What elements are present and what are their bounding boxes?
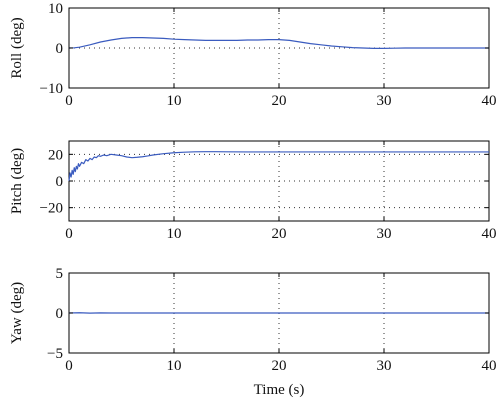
pitch-x-tick-label: 20	[272, 226, 287, 242]
roll-x-tick-label: 30	[377, 93, 392, 109]
yaw-x-tick-label: 20	[272, 358, 287, 374]
roll-y-tick-label: 0	[56, 41, 64, 57]
yaw-panel: 0 10 20 30 40 50−5 Yaw (deg)	[9, 266, 497, 374]
pitch-x-tick-label: 10	[167, 226, 182, 242]
pitch-y-axis-label: Pitch (deg)	[9, 148, 25, 214]
yaw-x-tick-label: 30	[377, 358, 392, 374]
roll-y-ticks: 10 0 −10	[40, 1, 489, 97]
roll-x-tick-label: 10	[167, 93, 182, 109]
yaw-x-tick-label: 40	[482, 358, 497, 374]
yaw-y-axis-label: Yaw (deg)	[9, 282, 25, 344]
roll-x-tick-label: 0	[65, 93, 73, 109]
pitch-x-tick-label: 30	[377, 226, 392, 242]
yaw-x-tick-label: 10	[167, 358, 182, 374]
pitch-grid	[69, 141, 489, 221]
roll-y-axis-label: Roll (deg)	[9, 17, 25, 78]
yaw-x-ticks: 0 10 20 30 40	[65, 273, 497, 374]
pitch-y-tick-label: 20	[48, 147, 63, 163]
x-axis-label: Time (s)	[254, 382, 305, 398]
roll-series-layer	[68, 36, 489, 50]
roll-y-tick-label: 10	[48, 1, 63, 17]
pitch-x-tick-label: 0	[65, 226, 73, 242]
pitch-series-line	[68, 151, 489, 182]
yaw-y-tick-label: 0	[56, 306, 64, 322]
yaw-x-tick-label: 0	[65, 358, 73, 374]
roll-x-tick-label: 20	[272, 93, 287, 109]
pitch-series-layer	[68, 151, 489, 182]
pitch-x-ticks: 0 10 20 30 40	[65, 141, 497, 242]
roll-x-ticks: 0 10 20 30 40	[65, 8, 497, 109]
yaw-y-tick-label: −5	[47, 346, 63, 362]
pitch-y-tick-label: −20	[40, 201, 63, 217]
roll-series-line	[68, 36, 489, 50]
pitch-panel: 0 10 20 30 40 200−20 Pitch (deg)	[9, 140, 497, 242]
roll-panel: 0 10 20 30 40 100−10 Roll (deg)	[9, 1, 497, 109]
roll-y-tick-label: −10	[40, 81, 63, 97]
pitch-x-tick-label: 40	[482, 226, 497, 242]
yaw-y-ticks: 5 0 −5	[47, 266, 489, 362]
pitch-y-ticks: 20 0 −20	[40, 147, 489, 217]
pitch-y-tick-label: 0	[56, 174, 64, 190]
roll-x-tick-label: 40	[482, 93, 497, 109]
yaw-y-tick-label: 5	[56, 266, 64, 282]
